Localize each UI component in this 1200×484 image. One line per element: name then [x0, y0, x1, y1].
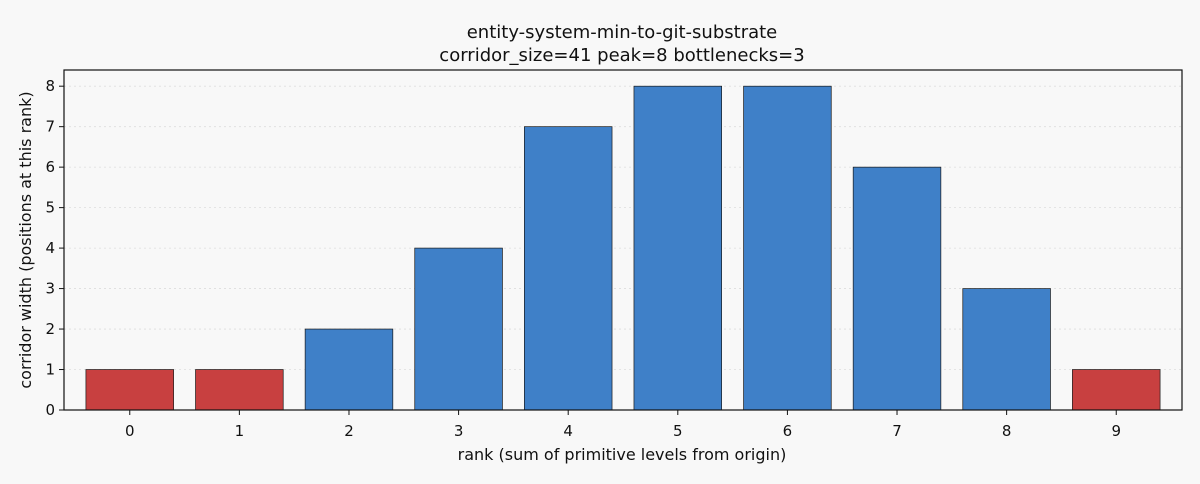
chart-subtitle: corridor_size=41 peak=8 bottlenecks=3 — [439, 45, 804, 66]
bar — [852, 166, 942, 411]
bar — [743, 85, 832, 411]
bar — [304, 328, 394, 411]
chart-title: entity-system-min-to-git-substrate — [467, 22, 778, 43]
x-axis-label: rank (sum of primitive levels from origi… — [458, 445, 787, 464]
bar — [414, 247, 503, 411]
y-tick-label: 2 — [45, 320, 55, 338]
x-tick-label: 9 — [1111, 422, 1121, 440]
x-tick-label: 7 — [892, 422, 902, 440]
y-tick-label: 3 — [45, 280, 55, 298]
y-tick-label: 4 — [45, 239, 55, 257]
x-tick-label: 8 — [1002, 422, 1012, 440]
y-axis-label: corridor width (positions at this rank) — [16, 91, 35, 388]
y-tick-label: 5 — [45, 199, 55, 217]
y-tick-label: 8 — [45, 77, 55, 95]
bottleneck-bar — [195, 369, 284, 411]
x-tick-label: 2 — [344, 422, 354, 440]
y-tick-label: 1 — [45, 361, 55, 379]
plot-frame — [63, 69, 1183, 411]
y-tick-label: 7 — [45, 118, 55, 136]
x-tick-label: 3 — [454, 422, 464, 440]
x-axis-ticks: 0 1 2 3 4 5 6 7 8 9 — [125, 410, 1121, 440]
bottleneck-bar — [85, 369, 174, 411]
x-tick-label: 1 — [235, 422, 245, 440]
bars — [85, 85, 1161, 411]
x-tick-label: 6 — [783, 422, 793, 440]
bottleneck-bar — [1072, 369, 1161, 411]
y-axis-ticks: 0 1 2 3 4 5 6 7 8 — [45, 77, 64, 419]
x-tick-label: 0 — [125, 422, 135, 440]
bar — [633, 85, 722, 411]
x-tick-label: 5 — [673, 422, 683, 440]
bar — [524, 126, 613, 411]
y-tick-label: 6 — [45, 158, 55, 176]
bar — [962, 288, 1051, 411]
y-tick-label: 0 — [45, 401, 55, 419]
x-tick-label: 4 — [563, 422, 573, 440]
